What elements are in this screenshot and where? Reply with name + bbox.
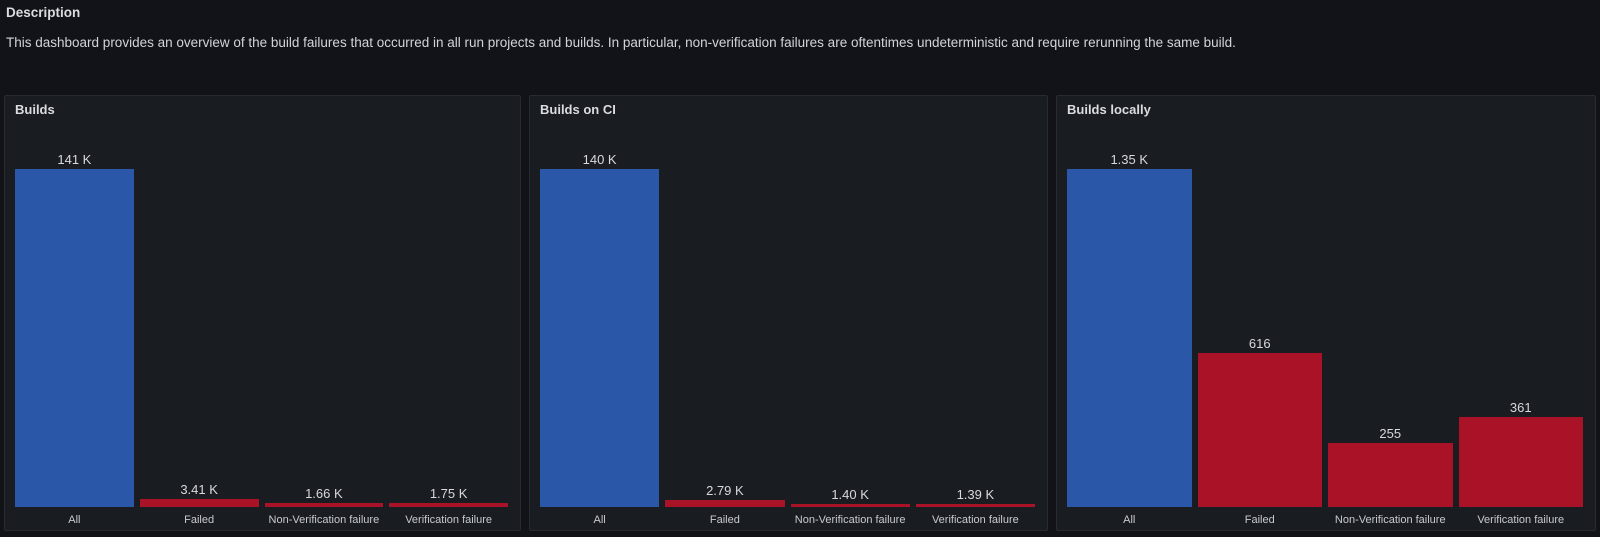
x-axis-label-verification-failure: Verification failure (1477, 514, 1565, 526)
bar-value-label: 255 (1379, 426, 1402, 442)
bar-column-non-verification-failure: 255 (1328, 426, 1453, 507)
bar-verification-failure[interactable] (1458, 416, 1583, 507)
bar-value-label: 140 K (582, 152, 617, 167)
bar-column-verification-failure: 1.75 K (389, 486, 508, 507)
x-axis-label-non-verification-failure: Non-Verification failure (268, 514, 380, 526)
bar-column-verification-failure: 1.39 K (915, 486, 1035, 507)
bar-value-label: 361 (1509, 399, 1532, 415)
bar-column-failed: 3.41 K (139, 481, 259, 507)
bar-value-label: 1.40 K (831, 486, 869, 502)
description-panel-body: This dashboard provides an overview of t… (6, 35, 1236, 50)
bar-non-verification-failure[interactable] (790, 503, 910, 507)
x-axis-label-non-verification-failure: Non-Verification failure (794, 514, 906, 526)
bar-column-non-verification-failure: 1.40 K (790, 486, 910, 507)
bar-column-non-verification-failure: 1.66 K (264, 486, 384, 507)
panel-title-builds-on-ci[interactable]: Builds on CI (540, 102, 616, 117)
bar-value-label: 2.79 K (706, 483, 744, 499)
x-axis-label-failed: Failed (1244, 514, 1275, 526)
bar-value-label: 616 (1248, 335, 1271, 351)
bar-verification-failure[interactable] (915, 503, 1035, 507)
bar-column-verification-failure: 361 (1458, 399, 1583, 507)
bar-failed[interactable] (1197, 352, 1322, 507)
panel-title-builds-locally[interactable]: Builds locally (1067, 102, 1151, 117)
bar-chart-builds-locally: 1.35 K 616 255 361 (1067, 150, 1583, 507)
panel-builds-locally: Builds locally 1.35 K 616 255 361 All Failed… (1056, 95, 1596, 531)
x-axis-builds: All Failed Non-Verification failure Verific… (15, 514, 508, 526)
bar-value-label: 3.41 K (180, 481, 218, 497)
x-axis-label-verification-failure: Verification failure (405, 514, 493, 526)
x-axis-label-failed: Failed (184, 514, 215, 526)
x-axis-label-all: All (68, 514, 81, 526)
x-axis-label-all: All (593, 514, 606, 526)
bar-non-verification-failure[interactable] (1328, 443, 1453, 507)
x-axis-builds-locally: All Failed Non-Verification failure Verific… (1067, 514, 1583, 526)
bar-chart-builds: 141 K 3.41 K 1.66 K 1.75 K (15, 150, 508, 507)
x-axis-builds-on-ci: All Failed Non-Verification failure Verific… (540, 514, 1035, 526)
bar-non-verification-failure[interactable] (264, 503, 384, 507)
x-axis-label-verification-failure: Verification failure (931, 514, 1019, 526)
bar-failed[interactable] (665, 500, 785, 507)
bar-value-label: 1.66 K (305, 486, 343, 501)
x-axis-label-non-verification-failure: Non-Verification failure (1334, 514, 1446, 526)
panel-title-builds[interactable]: Builds (15, 102, 55, 117)
bar-chart-builds-on-ci: 140 K 2.79 K 1.40 K 1.39 K (540, 150, 1035, 507)
bar-column-all: 141 K (15, 152, 134, 507)
bar-value-label: 141 K (57, 152, 92, 167)
panel-builds-on-ci: Builds on CI 140 K 2.79 K 1.40 K 1.39 K All… (529, 95, 1048, 531)
bar-failed[interactable] (139, 498, 259, 507)
description-panel-title: Description (6, 5, 81, 20)
bar-column-all: 1.35 K (1067, 152, 1192, 507)
bar-value-label: 1.39 K (956, 486, 995, 502)
bar-all[interactable] (540, 169, 660, 507)
bar-column-failed: 2.79 K (665, 483, 785, 507)
bar-column-all: 140 K (540, 152, 660, 507)
bar-all[interactable] (15, 169, 134, 507)
bar-column-failed: 616 (1197, 335, 1322, 507)
x-axis-label-failed: Failed (709, 514, 740, 526)
bar-all[interactable] (1067, 169, 1192, 507)
bar-verification-failure[interactable] (389, 502, 508, 507)
panel-builds: Builds 141 K 3.41 K 1.66 K 1.75 K All Failed… (4, 95, 521, 531)
dashboard-panels-row: Builds 141 K 3.41 K 1.66 K 1.75 K All Failed… (4, 95, 1596, 531)
bar-value-label: 1.75 K (429, 485, 468, 501)
x-axis-label-all: All (1123, 514, 1136, 526)
bar-value-label: 1.35 K (1110, 152, 1149, 167)
